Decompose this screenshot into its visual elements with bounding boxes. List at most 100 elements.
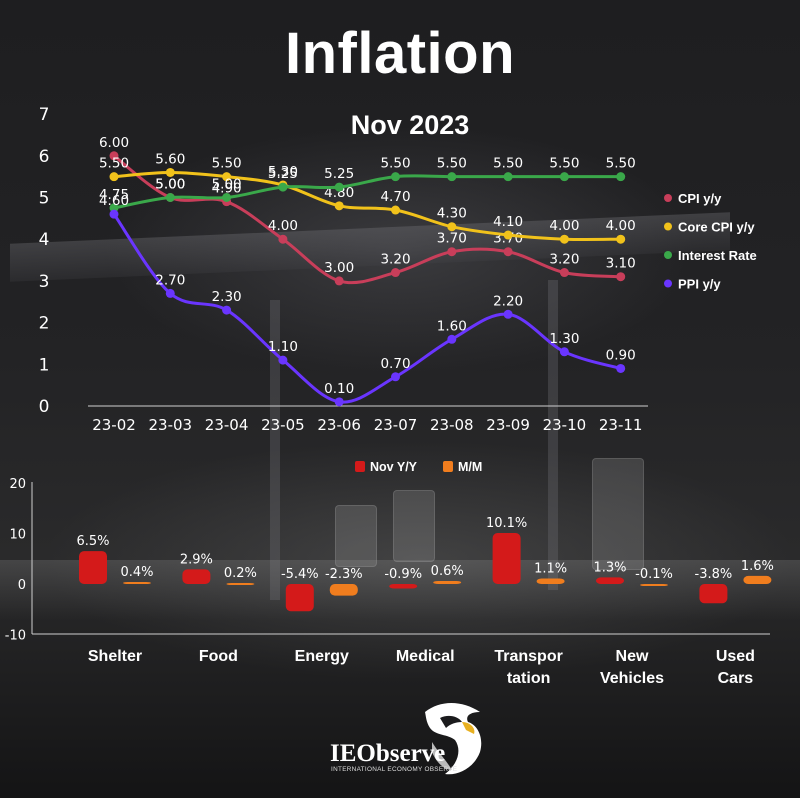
legend-label-mm: M/M — [458, 460, 482, 474]
data-label-ppi: 2.30 — [212, 289, 242, 305]
legend-marker-nov_yy — [355, 461, 365, 472]
data-point-cpi — [334, 276, 344, 286]
y-tick-label: -10 — [5, 629, 26, 644]
x-tick-label: 23-06 — [317, 416, 361, 434]
data-label-mm: 0.2% — [224, 566, 257, 581]
data-point-core_cpi — [503, 230, 513, 240]
canopy-pillar — [548, 280, 558, 590]
data-label-nov_yy: 10.1% — [486, 516, 527, 531]
y-tick-label: 0 — [18, 578, 26, 593]
category-label: Cars — [718, 670, 754, 687]
bar-nov_yy — [389, 584, 418, 589]
page-title: Inflation — [284, 21, 515, 86]
data-point-cpi — [616, 272, 626, 282]
data-point-ppi — [391, 372, 400, 382]
category-label: Food — [199, 648, 238, 665]
data-point-interest_rate — [616, 172, 626, 182]
x-tick-label: 23-04 — [205, 416, 249, 434]
legend-label-interest_rate: Interest Rate — [678, 248, 757, 263]
y-tick-label: 10 — [9, 528, 26, 543]
data-point-cpi — [447, 247, 457, 257]
category-label: Energy — [295, 648, 349, 665]
data-label-core_cpi: 4.10 — [493, 214, 523, 230]
data-label-cpi: 4.90 — [212, 181, 242, 197]
data-label-cpi: 3.70 — [437, 231, 467, 247]
x-tick-label: 23-03 — [149, 416, 193, 434]
legend-marker-mm — [443, 461, 453, 472]
data-point-core_cpi — [109, 172, 119, 182]
data-label-mm: 0.4% — [120, 565, 153, 580]
legend-label-nov_yy: Nov Y/Y — [370, 460, 418, 474]
data-label-interest_rate: 5.50 — [549, 156, 579, 172]
y-tick-label: 20 — [9, 477, 26, 492]
category-label: tation — [507, 670, 551, 687]
logo-tagline: INTERNATIONAL ECONOMY OBSERVE — [331, 766, 458, 773]
bar-nov_yy — [492, 532, 521, 584]
data-label-mm: -2.3% — [325, 567, 363, 582]
category-label: Medical — [396, 648, 455, 665]
data-label-ppi: 0.90 — [606, 347, 636, 363]
y-tick-label: 2 — [39, 314, 50, 334]
data-label-interest_rate: 5.00 — [155, 177, 185, 193]
data-label-mm: 1.6% — [741, 559, 774, 574]
legend-label-ppi: PPI y/y — [678, 277, 721, 292]
data-point-interest_rate — [391, 172, 400, 182]
data-label-core_cpi: 4.00 — [549, 218, 579, 234]
data-point-interest_rate — [559, 172, 569, 182]
data-label-core_cpi: 5.50 — [99, 156, 129, 172]
data-point-interest_rate — [165, 193, 175, 202]
data-label-cpi: 5.00 — [155, 177, 185, 193]
bar-nov_yy — [79, 551, 107, 584]
x-tick-label: 23-02 — [92, 416, 136, 434]
data-point-ppi — [334, 397, 344, 407]
bar-mm — [329, 584, 358, 596]
x-tick-label: 23-08 — [430, 416, 474, 434]
data-label-cpi: 4.00 — [268, 218, 298, 234]
line-chart: 0 1 2 3 4 5 6 7 23-02 23-03 23-04 23-05 23-06 23-07 23… — [39, 105, 757, 434]
data-label-cpi: 3.10 — [606, 256, 636, 272]
legend-marker-cpi — [664, 194, 672, 202]
data-label-ppi: 1.60 — [437, 318, 467, 334]
series-line-cpi — [113, 154, 621, 285]
x-tick-label: 23-11 — [599, 416, 643, 434]
legend-label-core_cpi: Core CPI y/y — [678, 220, 755, 235]
data-point-cpi — [559, 268, 569, 278]
x-tick-label: 23-05 — [261, 416, 305, 434]
data-label-interest_rate: 5.50 — [606, 156, 636, 172]
y-tick-label: 3 — [39, 272, 50, 292]
logo-name: IEObserve — [330, 740, 446, 767]
category-label: Shelter — [88, 648, 142, 665]
data-point-core_cpi — [447, 222, 457, 232]
data-label-ppi: 2.20 — [493, 293, 523, 309]
data-point-ppi — [222, 305, 232, 315]
bar-mm — [640, 584, 668, 586]
data-point-core_cpi — [391, 205, 400, 215]
data-label-ppi: 1.30 — [549, 331, 579, 347]
data-point-core_cpi — [334, 201, 344, 211]
bar-nov_yy — [699, 584, 728, 604]
data-label-core_cpi: 4.00 — [606, 218, 636, 234]
data-label-interest_rate: 4.75 — [99, 187, 129, 203]
data-point-interest_rate — [334, 182, 344, 192]
data-label-core_cpi: 5.50 — [212, 156, 242, 172]
bar-mm — [226, 582, 255, 585]
data-label-interest_rate: 5.50 — [493, 156, 523, 172]
data-label-interest_rate: 5.00 — [212, 177, 242, 193]
category-label: Vehicles — [600, 670, 664, 687]
data-label-nov_yy: 2.9% — [180, 552, 213, 567]
data-label-nov_yy: -0.9% — [384, 567, 422, 582]
legend-label-cpi: CPI y/y — [678, 191, 722, 206]
chart-title: Nov 2023 — [350, 110, 470, 140]
data-label-mm: 1.1% — [534, 561, 567, 576]
data-label-cpi: 3.20 — [549, 252, 579, 268]
legend-marker-ppi — [664, 279, 672, 288]
data-label-ppi: 2.70 — [155, 272, 185, 288]
y-tick-label: 7 — [39, 105, 50, 125]
data-label-interest_rate: 5.50 — [380, 156, 410, 172]
x-tick-label: 23-10 — [543, 416, 587, 434]
x-tick-label: 23-07 — [374, 416, 418, 434]
ground — [0, 560, 800, 620]
canopy-pillar — [270, 300, 280, 600]
